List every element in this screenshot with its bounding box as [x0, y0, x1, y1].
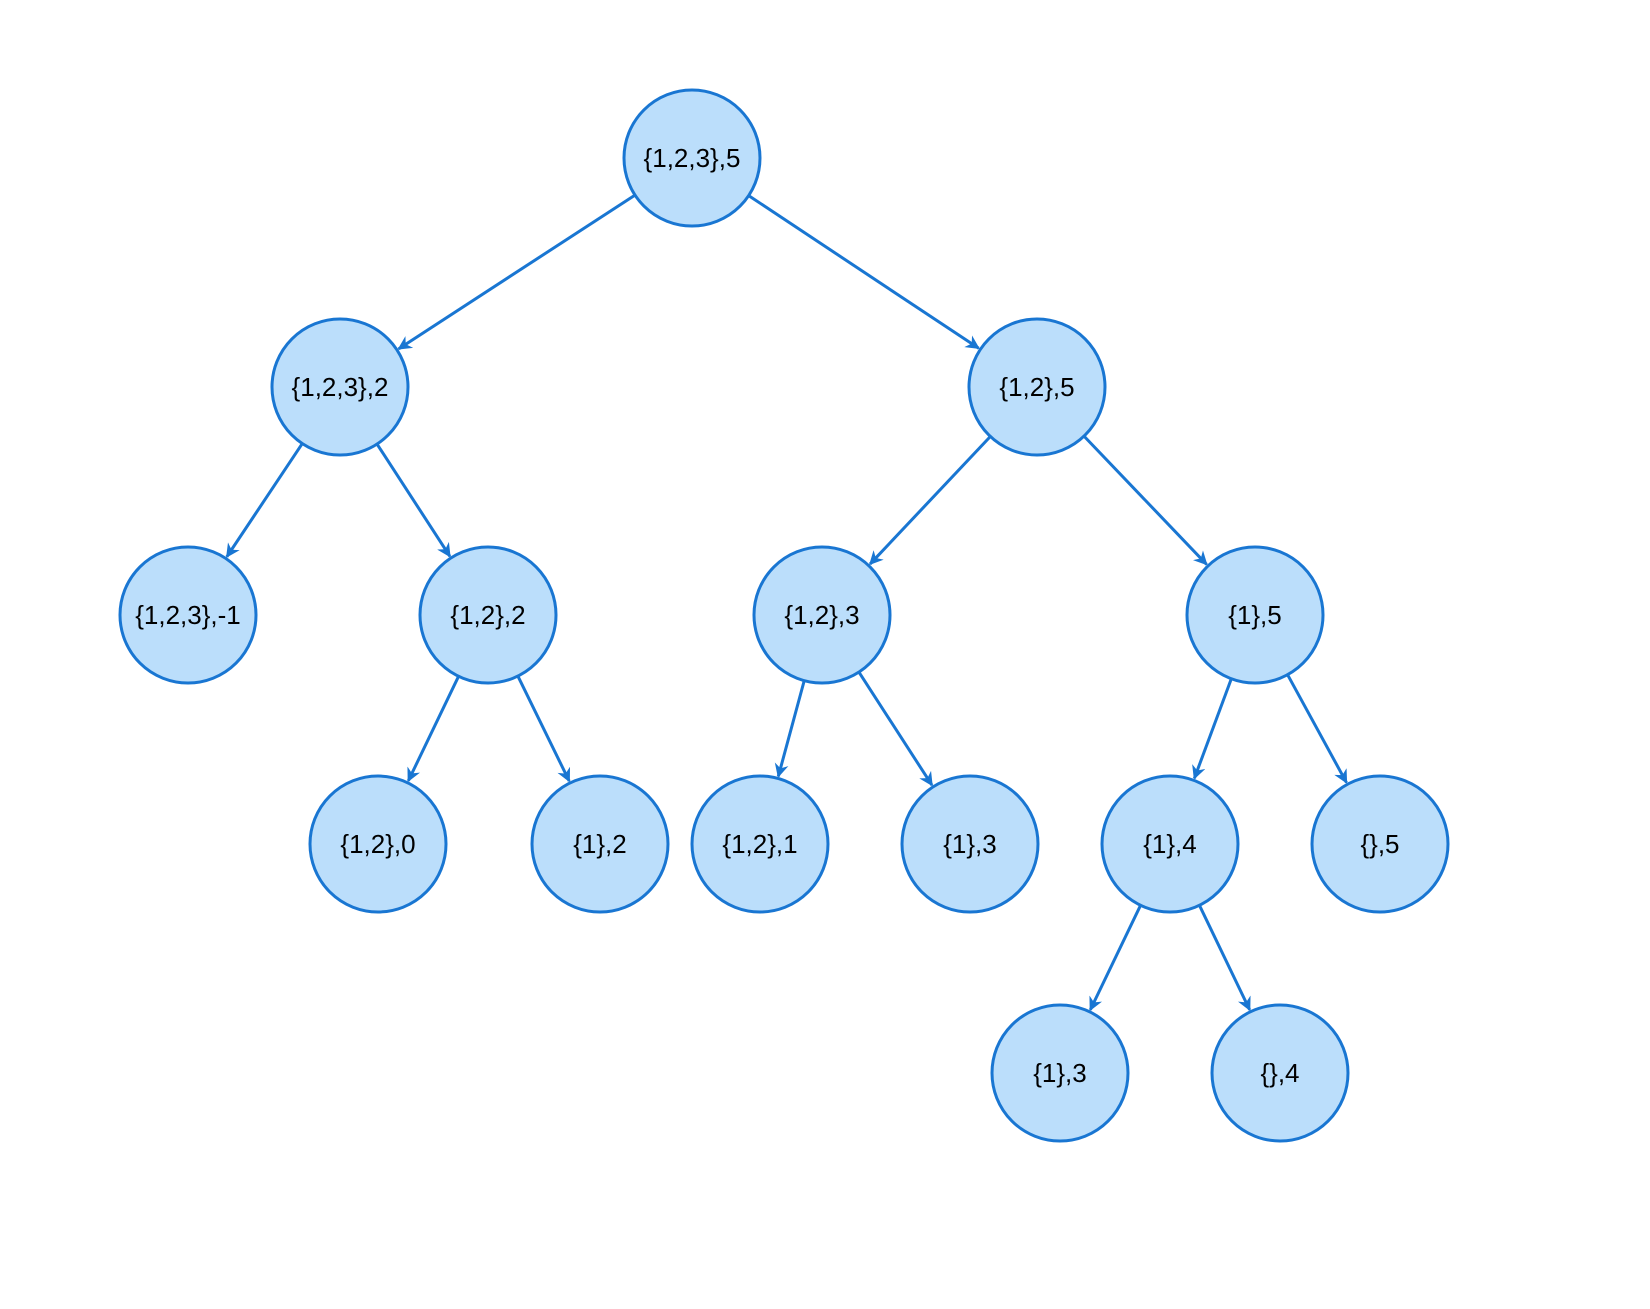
node-label: {1,2,3},2 [292, 372, 389, 402]
tree-edge [408, 676, 458, 781]
tree-edge [1084, 436, 1207, 564]
tree-edge [1090, 905, 1140, 1010]
tree-node: {1,2},3 [754, 547, 890, 683]
tree-node: {1},3 [902, 776, 1038, 912]
node-label: {1,2,3},-1 [135, 600, 241, 630]
node-label: {1,2,3},5 [644, 143, 741, 173]
tree-edge [749, 196, 979, 349]
node-label: {1},3 [1033, 1058, 1087, 1088]
tree-edge [1288, 675, 1347, 783]
tree-edge [399, 195, 635, 349]
tree-node: {1},3 [992, 1005, 1128, 1141]
tree-node: {1,2},1 [692, 776, 828, 912]
tree-edge [778, 681, 804, 777]
tree-edge [1199, 905, 1249, 1010]
tree-edge [518, 676, 569, 781]
tree-node: {1,2},2 [420, 547, 556, 683]
tree-node: {1,2},5 [969, 319, 1105, 455]
tree-edge [377, 444, 450, 556]
node-label: {},4 [1260, 1058, 1299, 1088]
tree-edge [227, 444, 302, 557]
node-label: {1},3 [943, 829, 997, 859]
tree-node: {1},5 [1187, 547, 1323, 683]
tree-edge [1194, 679, 1231, 779]
tree-edge [859, 672, 932, 785]
node-label: {1},5 [1228, 600, 1282, 630]
node-label: {1,2},1 [722, 829, 797, 859]
tree-node: {},5 [1312, 776, 1448, 912]
tree-diagram: {1,2,3},5 {1,2,3},2 {1,2},5 {1,2,3},-1 {1,2}… [0, 0, 1650, 1309]
node-label: {1},4 [1143, 829, 1197, 859]
node-label: {},5 [1360, 829, 1399, 859]
tree-edge [870, 436, 990, 564]
node-label: {1,2},5 [999, 372, 1074, 402]
node-label: {1},2 [573, 829, 627, 859]
tree-node: {1,2,3},5 [624, 90, 760, 226]
tree-node: {1,2,3},2 [272, 319, 408, 455]
tree-node: {1},4 [1102, 776, 1238, 912]
tree-node: {1,2,3},-1 [120, 547, 256, 683]
tree-node: {1},2 [532, 776, 668, 912]
tree-node: {},4 [1212, 1005, 1348, 1141]
tree-node: {1,2},0 [310, 776, 446, 912]
node-label: {1,2},2 [450, 600, 525, 630]
node-label: {1,2},0 [340, 829, 415, 859]
node-label: {1,2},3 [784, 600, 859, 630]
